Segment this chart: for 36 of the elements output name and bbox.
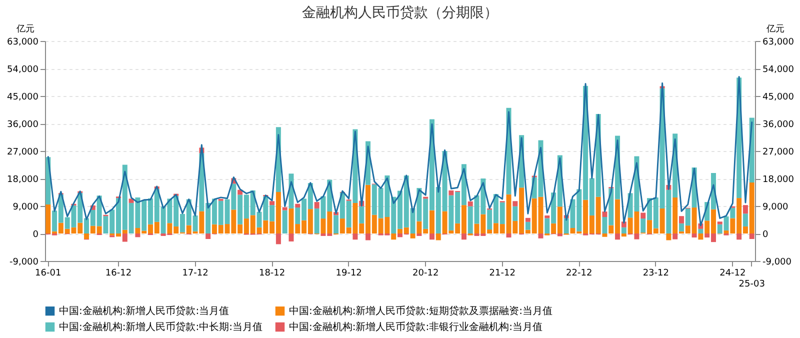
- y-tick-label: 18,000: [7, 175, 39, 185]
- y2-tick-label: 36,000: [762, 120, 794, 130]
- x-tick-label: 16-01: [35, 268, 62, 278]
- x-tick-label: 18-12: [258, 268, 286, 278]
- x-tick-label: 19-12: [336, 268, 362, 278]
- x-tick-label: 21-12: [489, 268, 516, 278]
- x-tick-label: 22-12: [566, 268, 592, 278]
- y-tick-label: 9,000: [12, 202, 39, 212]
- y2-tick-label: 45,000: [762, 92, 794, 102]
- x-tick-label: 20-12: [412, 268, 439, 278]
- y2-axis-title: 亿元: [766, 24, 784, 34]
- y2-tick-label: 9,000: [762, 202, 789, 212]
- y2-tick-label: 54,000: [762, 65, 794, 75]
- y-tick-label: 45,000: [7, 92, 39, 102]
- x-tick-label: 16-12: [105, 268, 132, 278]
- x-tick-label: 24-12: [720, 268, 746, 278]
- legend-label: 中国:金融机构:新增人民币贷款:短期贷款及票据融资:当月值: [289, 305, 552, 318]
- legend-label: 中国:金融机构:新增人民币贷款:中长期:当月值: [59, 321, 262, 333]
- y2-tick-label: 0: [762, 230, 768, 240]
- y2-tick-label: -9,000: [762, 258, 792, 268]
- y-tick-label: 63,000: [7, 38, 39, 48]
- y-tick-label: 27,000: [7, 148, 39, 158]
- x-tick-label: 25-03: [738, 280, 765, 290]
- y-tick-label: 54,000: [7, 65, 39, 75]
- y-axis-title: 亿元: [16, 24, 34, 34]
- y2-tick-label: 27,000: [762, 148, 794, 158]
- y-tick-label: 0: [32, 230, 39, 240]
- x-tick-label: 23-12: [642, 268, 669, 278]
- x-tick-label: 17-12: [182, 268, 208, 278]
- y2-tick-label: 63,000: [762, 38, 794, 48]
- y-tick-label: 36,000: [7, 120, 39, 130]
- legend-label: 中国:金融机构:新增人民币贷款:非银行业金融机构:当月值: [289, 321, 542, 333]
- chart-title: 金融机构人民币贷款（分期限）: [302, 5, 498, 21]
- y2-tick-label: 18,000: [762, 175, 794, 185]
- y-tick-label: -9,000: [9, 258, 39, 268]
- legend-label: 中国:金融机构:新增人民币贷款:当月值: [59, 305, 230, 318]
